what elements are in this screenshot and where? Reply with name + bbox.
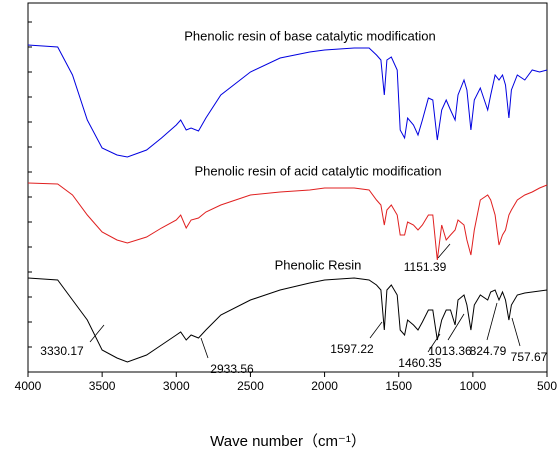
annotation-arrow [437,243,451,259]
annotation-arrow [200,337,209,359]
annotation-arrow [486,302,498,341]
annotation: 1460.35 [398,356,442,370]
x-axis-label: Wave number（cm⁻¹） [210,433,366,450]
annotation: 3330.17 [40,344,84,358]
x-tick-label: 1000 [460,379,487,393]
spectrum-line [27,277,548,363]
annotation: 1151.39 [404,260,447,274]
x-tick-label: 3500 [89,379,116,393]
annotation: 2933.56 [210,362,254,376]
series-label: Phenolic resin of base catalytic modific… [184,28,435,43]
annotation-arrow [427,333,441,353]
spectrum-line [27,44,548,158]
x-tick-label: 500 [537,379,557,393]
annotation: 1013.36 [428,344,472,358]
annotation-arrow [511,317,521,347]
spectrum-line [27,182,548,261]
x-tick-label: 1500 [385,379,412,393]
annotation: 1597.22 [330,342,374,356]
x-tick-label: 2500 [237,379,264,393]
annotation: 824.79 [470,344,507,358]
series-label: Phenolic resin of acid catalytic modific… [194,163,441,178]
annotation-arrow [89,324,105,343]
x-tick-label: 4000 [15,379,42,393]
annotation-arrow [447,313,465,341]
x-tick-label: 2000 [311,379,338,393]
x-tick-label: 3000 [163,379,190,393]
plot-frame [27,2,548,373]
series-label: Phenolic Resin [275,257,362,272]
annotation-arrow [369,321,383,339]
annotation: 757.67 [511,350,548,364]
